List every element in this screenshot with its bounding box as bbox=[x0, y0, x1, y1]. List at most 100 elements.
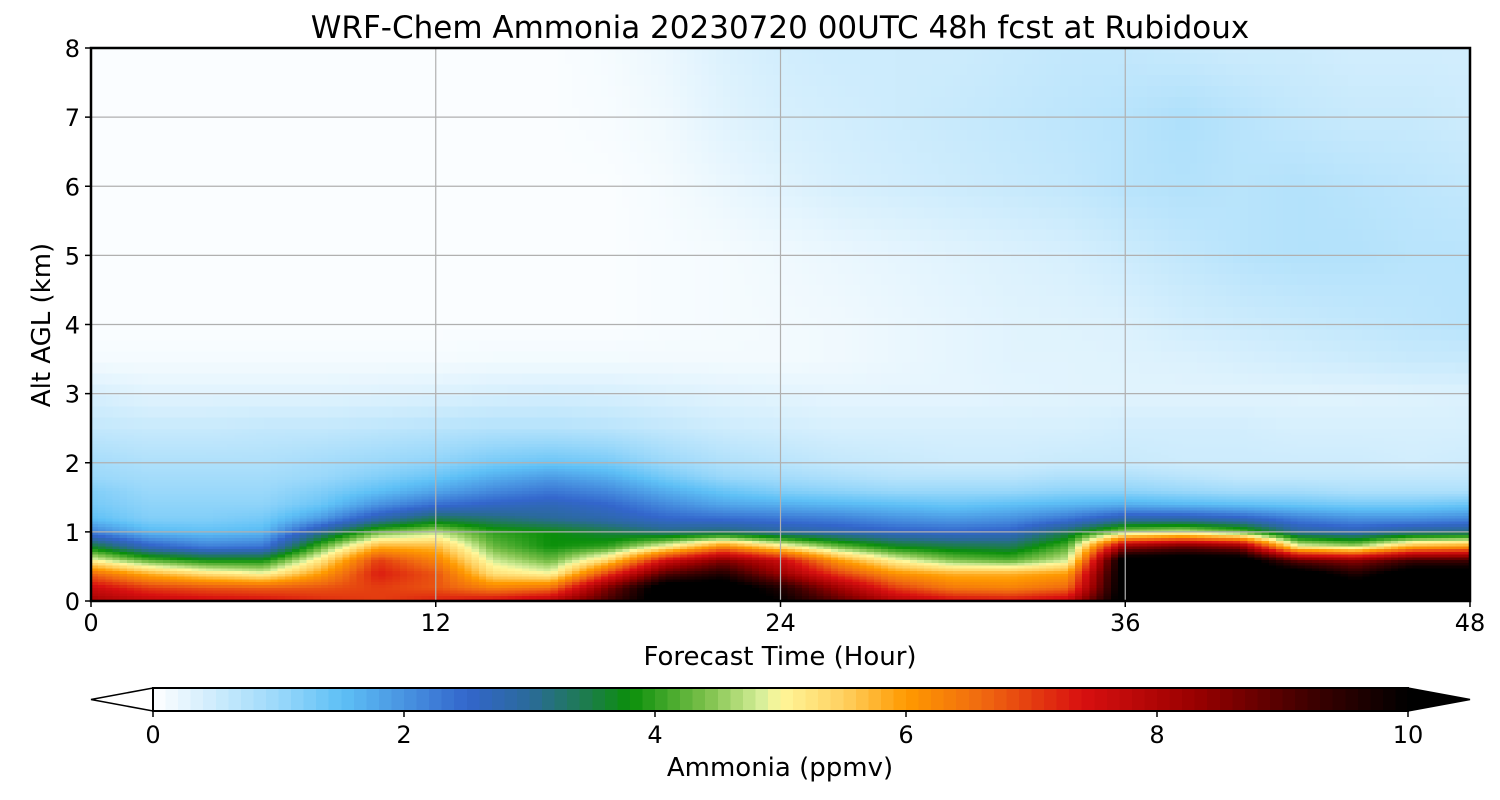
colorbar-bin bbox=[429, 688, 443, 711]
colorbar-bin bbox=[215, 688, 229, 711]
colorbar-bin bbox=[554, 688, 568, 711]
x-tick-label: 12 bbox=[420, 609, 451, 637]
colorbar-bin bbox=[1018, 688, 1032, 711]
colorbar-bin bbox=[516, 688, 530, 711]
colorbar-bin bbox=[391, 688, 405, 711]
colorbar-bin bbox=[203, 688, 217, 711]
colorbar-bin bbox=[968, 688, 982, 711]
colorbar-bin bbox=[253, 688, 267, 711]
colorbar-bin bbox=[830, 688, 844, 711]
colorbar-bin bbox=[667, 688, 681, 711]
y-tick-label: 4 bbox=[65, 312, 80, 340]
colorbar-bin bbox=[1395, 688, 1409, 711]
colorbar-bin bbox=[1320, 688, 1334, 711]
colorbar-bin bbox=[981, 688, 995, 711]
x-tick-label: 36 bbox=[1110, 609, 1141, 637]
y-tick-label: 6 bbox=[65, 173, 80, 201]
colorbar-bin bbox=[316, 688, 330, 711]
colorbar-bin bbox=[843, 688, 857, 711]
colorbar-bin bbox=[1081, 688, 1095, 711]
colorbar-bin bbox=[1332, 688, 1346, 711]
y-tick-label: 3 bbox=[65, 381, 80, 409]
colorbar-tick-label: 8 bbox=[1149, 721, 1164, 749]
colorbar-bin bbox=[1044, 688, 1058, 711]
colorbar-bin bbox=[629, 688, 643, 711]
colorbar-bin bbox=[341, 688, 355, 711]
colorbar-bin bbox=[742, 688, 756, 711]
colorbar-bin bbox=[1307, 688, 1321, 711]
colorbar-bin bbox=[165, 688, 179, 711]
colorbar-tick-label: 2 bbox=[396, 721, 411, 749]
colorbar-bin bbox=[1106, 688, 1120, 711]
colorbar-bin bbox=[441, 688, 455, 711]
colorbar-bin bbox=[1295, 688, 1309, 711]
colorbar-bin bbox=[1269, 688, 1283, 711]
colorbar-tick-label: 6 bbox=[898, 721, 913, 749]
colorbar-bin bbox=[592, 688, 606, 711]
colorbar-bin bbox=[943, 688, 957, 711]
colorbar-bin bbox=[793, 688, 807, 711]
heatmap-field bbox=[91, 48, 1470, 601]
colorbar-bin bbox=[1257, 688, 1271, 711]
colorbar-bin bbox=[705, 688, 719, 711]
y-tick-label: 5 bbox=[65, 242, 80, 270]
colorbar-bin bbox=[240, 688, 254, 711]
x-axis: 0 12 24 36 48 bbox=[83, 601, 1485, 637]
colorbar-bin bbox=[454, 688, 468, 711]
colorbar-bin bbox=[265, 688, 279, 711]
colorbar-bin bbox=[717, 688, 731, 711]
colorbar-bin bbox=[378, 688, 392, 711]
colorbar-bin bbox=[1056, 688, 1070, 711]
colorbar-bin bbox=[730, 688, 744, 711]
colorbar-bin bbox=[1219, 688, 1233, 711]
y-tick-label: 1 bbox=[65, 519, 80, 547]
colorbar-bin bbox=[567, 688, 581, 711]
colorbar-bin bbox=[1031, 688, 1045, 711]
colorbar-bin bbox=[692, 688, 706, 711]
colorbar-bin bbox=[1169, 688, 1183, 711]
x-tick-label: 48 bbox=[1455, 609, 1486, 637]
colorbar-bin bbox=[993, 688, 1007, 711]
colorbar-bin bbox=[291, 688, 305, 711]
colorbar: 0 2 4 6 8 10 bbox=[90, 687, 1471, 749]
colorbar-bin bbox=[1194, 688, 1208, 711]
colorbar-bin bbox=[880, 688, 894, 711]
colorbar-bin bbox=[178, 688, 192, 711]
colorbar-bin bbox=[1244, 688, 1258, 711]
colorbar-bin bbox=[918, 688, 932, 711]
colorbar-bin bbox=[1382, 688, 1396, 711]
colorbar-bin bbox=[855, 688, 869, 711]
colorbar-bin bbox=[1370, 688, 1384, 711]
colorbar-bin bbox=[893, 688, 907, 711]
colorbar-bin bbox=[780, 688, 794, 711]
colorbar-bin bbox=[1119, 688, 1133, 711]
colorbar-bin bbox=[1232, 688, 1246, 711]
y-tick-label: 0 bbox=[65, 588, 80, 616]
colorbar-bin bbox=[1357, 688, 1371, 711]
colorbar-bin bbox=[491, 688, 505, 711]
colorbar-bin bbox=[906, 688, 920, 711]
y-axis-title: Alt AGL (km) bbox=[27, 243, 57, 407]
colorbar-bin bbox=[868, 688, 882, 711]
colorbar-bin bbox=[529, 688, 543, 711]
colorbar-bin bbox=[579, 688, 593, 711]
colorbar-bin bbox=[1282, 688, 1296, 711]
colorbar-bin bbox=[153, 688, 167, 711]
colorbar-bin bbox=[604, 688, 618, 711]
y-tick-label: 2 bbox=[65, 450, 80, 478]
colorbar-bin bbox=[642, 688, 656, 711]
colorbar-bin bbox=[1144, 688, 1158, 711]
colorbar-bin bbox=[956, 688, 970, 711]
colorbar-bin bbox=[303, 688, 317, 711]
colorbar-bin bbox=[1182, 688, 1196, 711]
colorbar-bin bbox=[416, 688, 430, 711]
colorbar-extend-min bbox=[90, 687, 154, 712]
x-tick-label: 0 bbox=[83, 609, 98, 637]
colorbar-bin bbox=[818, 688, 832, 711]
colorbar-bin bbox=[755, 688, 769, 711]
colorbar-bin bbox=[278, 688, 292, 711]
grid bbox=[91, 48, 1470, 601]
colorbar-bin bbox=[655, 688, 669, 711]
colorbar-bin bbox=[404, 688, 418, 711]
colorbar-bin bbox=[328, 688, 342, 711]
